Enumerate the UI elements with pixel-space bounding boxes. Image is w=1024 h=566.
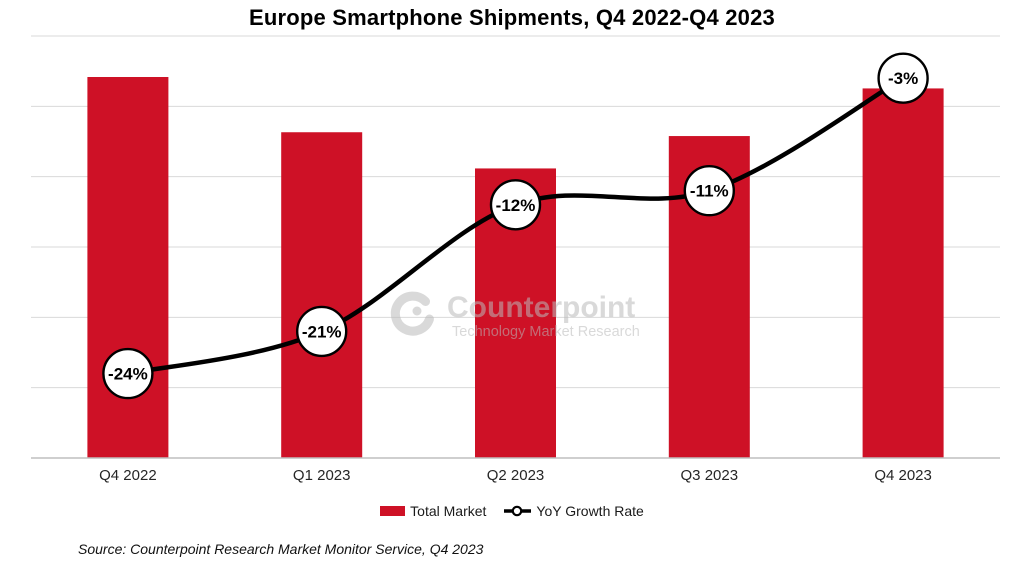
- legend-label-total-market: Total Market: [410, 503, 487, 519]
- yoy-data-label: -21%: [302, 322, 342, 341]
- line-series-marker-icon: [504, 505, 532, 517]
- watermark-brand: Counterpoint: [447, 291, 635, 324]
- watermark-tagline: Technology Market Research: [452, 324, 640, 340]
- x-axis-label: Q3 2023: [681, 467, 739, 484]
- bar-series-swatch-icon: [380, 506, 406, 516]
- watermark-logo-icon: [390, 291, 434, 336]
- yoy-data-label: -3%: [888, 69, 918, 88]
- yoy-data-label: -24%: [108, 365, 148, 384]
- x-axis-label: Q2 2023: [487, 467, 545, 484]
- yoy-marker: [489, 179, 542, 231]
- yoy-marker: [683, 165, 735, 217]
- x-axis-label: Q1 2023: [293, 467, 351, 484]
- legend-item-yoy-growth: YoY Growth Rate: [504, 503, 644, 519]
- source-note: Source: Counterpoint Research Market Mon…: [78, 541, 484, 557]
- x-axis-label: Q4 2023: [874, 467, 932, 484]
- x-axis-label: Q4 2022: [99, 467, 157, 484]
- bar-q4-2022: [87, 77, 169, 458]
- legend-item-total-market: Total Market: [380, 503, 486, 519]
- watermark-logo-dot: [412, 306, 422, 316]
- bar-q1-2023: [281, 132, 363, 458]
- yoy-marker: [102, 347, 154, 400]
- chart-title: Europe Smartphone Shipments, Q4 2022-Q4 …: [249, 5, 775, 30]
- yoy-marker: [877, 52, 929, 104]
- yoy-marker: [296, 305, 348, 358]
- yoy-data-label: -12%: [496, 196, 536, 215]
- chart-legend: Total Market YoY Growth Rate: [0, 503, 1024, 519]
- bar-q4-2023: [862, 88, 944, 459]
- yoy-data-label: -11%: [690, 182, 729, 201]
- legend-label-yoy-growth: YoY Growth Rate: [536, 503, 644, 519]
